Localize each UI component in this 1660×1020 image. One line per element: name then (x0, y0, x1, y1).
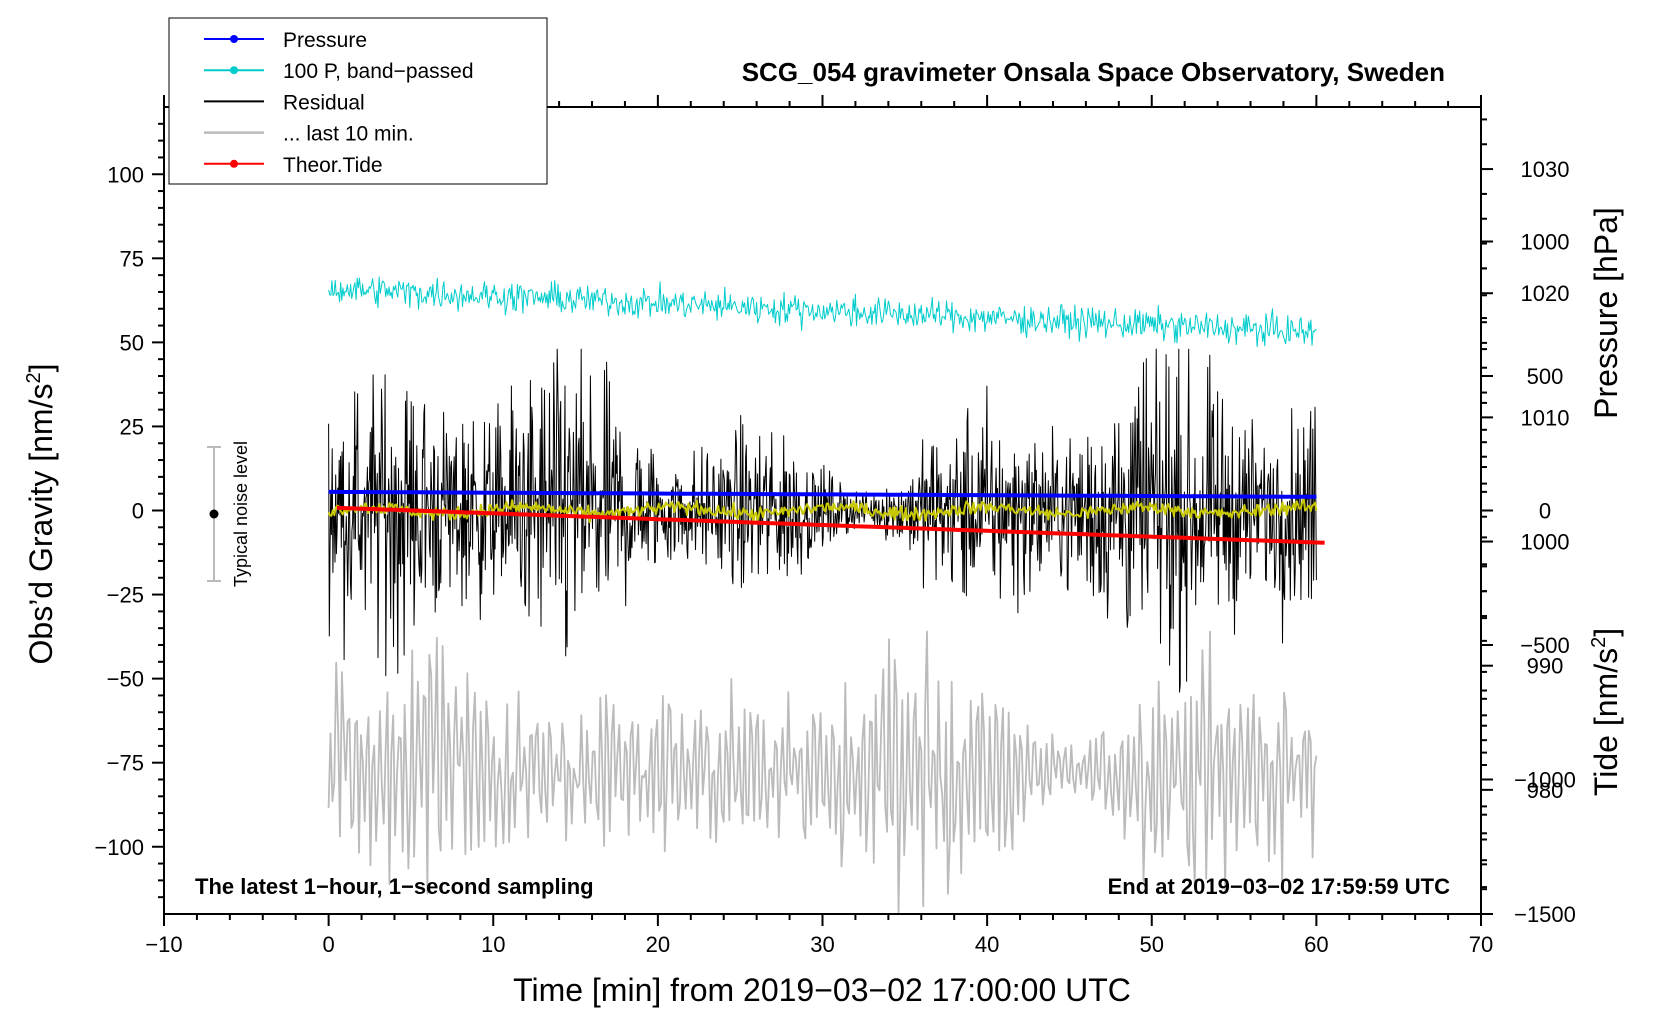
x-axis: −10 0 10 20 30 40 50 60 70 (145, 95, 1493, 957)
tide-axis-title-end: ] (1588, 628, 1624, 637)
noise-center-dot (209, 509, 219, 519)
x-tick-label: 30 (810, 932, 834, 957)
noise-level-indicator: Typical noise level (207, 441, 251, 587)
series-theor-tide (336, 505, 1325, 545)
tide-tick-label: 0 (1539, 499, 1551, 524)
x-tick-label: 70 (1469, 932, 1493, 957)
x-tick-label: 0 (323, 932, 335, 957)
series-pressure (328, 489, 1317, 499)
pressure-tick-label: 990 (1527, 654, 1564, 679)
x-tick-label: 50 (1140, 932, 1164, 957)
y-axis-gravity: −100 −75 −50 −25 0 25 50 75 100 (94, 122, 164, 899)
series-last-10-min (327, 630, 1318, 914)
y-tick-label: −75 (107, 751, 144, 776)
pressure-tick-label: 1020 (1521, 281, 1570, 306)
y-tick-label: 50 (120, 330, 144, 355)
pressure-tick-label: 980 (1527, 778, 1564, 803)
legend-label: 100 P, band−passed (283, 60, 474, 83)
tide-tick-label: −1500 (1514, 902, 1576, 927)
legend-marker (230, 159, 238, 168)
legend-marker (230, 66, 238, 75)
tide-tick-label: −1000 (1514, 768, 1576, 793)
tide-tick-label: 1000 (1521, 230, 1570, 255)
legend-label: Pressure (283, 29, 367, 52)
y-tick-label: −25 (107, 583, 144, 608)
chart-title: SCG_054 gravimeter Onsala Space Observat… (742, 57, 1445, 87)
y-axis-title-main: Obs’d Gravity [nm/s (23, 384, 59, 665)
x-tick-label: 10 (481, 932, 505, 957)
end-time-note: End at 2019−03−02 17:59:59 UTC (1108, 874, 1451, 899)
noise-label: Typical noise level (231, 441, 251, 587)
x-tick-label: 20 (646, 932, 670, 957)
tide-tick-label: −500 (1520, 633, 1570, 658)
pressure-tick-label: 1010 (1521, 405, 1570, 430)
sampling-note: The latest 1−hour, 1−second sampling (195, 874, 594, 899)
series-pressure-bandpassed (328, 276, 1317, 348)
y-axis-title-sup: 2 (23, 372, 45, 383)
pressure-axis-title: Pressure [hPa] (1588, 207, 1624, 419)
pressure-tick-label: 1030 (1521, 157, 1570, 182)
y-tick-label: 25 (120, 414, 144, 439)
y-tick-label: 75 (120, 246, 144, 271)
y-axis-title: Obs’d Gravity [nm/s2] (23, 364, 59, 665)
y-tick-label: 0 (132, 499, 144, 524)
y-tick-label: 100 (107, 162, 144, 187)
x-tick-label: −10 (145, 932, 182, 957)
tide-axis-title: Tide [nm/s2] (1588, 628, 1624, 796)
legend-marker (230, 35, 238, 43)
y-tick-label: −100 (94, 835, 144, 860)
series-residual-smoothed (327, 497, 1318, 524)
legend-label: Theor.Tide (283, 154, 383, 177)
x-tick-label: 60 (1304, 932, 1328, 957)
legend-label: Residual (283, 91, 365, 114)
tide-axis-title-main: Tide [nm/s (1588, 648, 1624, 796)
tide-axis-title-sup: 2 (1588, 637, 1610, 648)
x-axis-title: Time [min] from 2019−03−02 17:00:00 UTC (513, 972, 1131, 1008)
legend-label: ... last 10 min. (283, 123, 414, 146)
tide-tick-label: 500 (1527, 364, 1564, 389)
x-tick-label: 40 (975, 932, 999, 957)
y-axis-title-end: ] (23, 364, 59, 373)
y-axis-pressure: 980 990 1000 1010 1020 1030 (1481, 118, 1570, 891)
y-tick-label: −50 (107, 667, 144, 692)
data-layer (327, 276, 1325, 914)
pressure-tick-label: 1000 (1521, 530, 1570, 555)
legend: Pressure 100 P, band−passed Residual ... la… (168, 17, 548, 185)
y-axis-tide: −1500 −1000 −500 0 500 1000 (1481, 230, 1576, 927)
